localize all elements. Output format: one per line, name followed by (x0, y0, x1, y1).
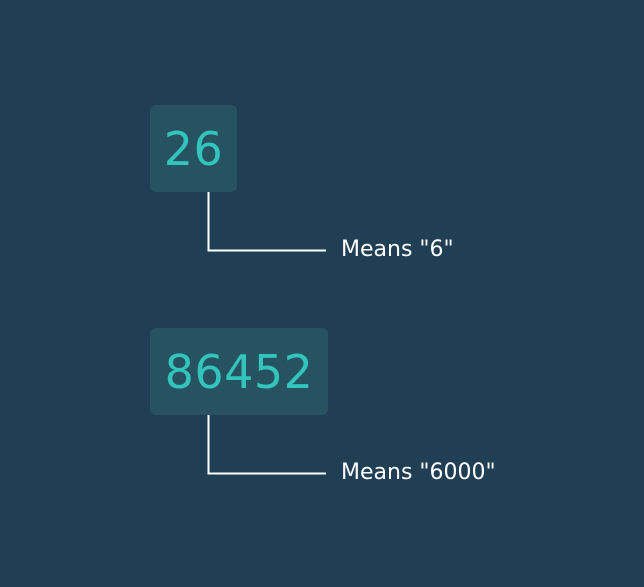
connector-line-2 (207, 406, 326, 475)
number-box-1: 26 (150, 105, 237, 192)
number-2: 86452 (164, 344, 314, 399)
annotation-label-2: Means "6000" (341, 460, 496, 485)
connector-line-1 (207, 183, 326, 252)
annotation-label-1: Means "6" (341, 237, 454, 262)
number-box-2: 86452 (150, 328, 328, 415)
number-1: 26 (163, 121, 224, 176)
